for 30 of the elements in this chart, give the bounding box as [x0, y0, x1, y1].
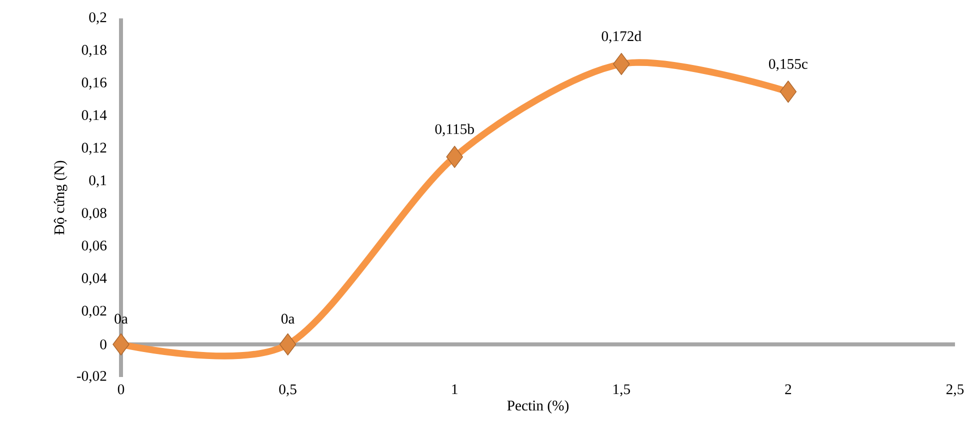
data-label: 0,115b: [435, 124, 474, 136]
y-tick-label: 0,1: [89, 175, 106, 188]
y-tick-label: 0: [100, 339, 106, 350]
x-tick-label: 2,5: [946, 384, 964, 396]
point: [780, 80, 797, 103]
y-tick-label: 0,2: [89, 12, 106, 24]
point: [613, 52, 630, 76]
x-axis-title: Pectin (%): [507, 400, 569, 414]
y-tick-label: 0,08: [82, 208, 106, 220]
data-label: 0a: [281, 314, 295, 324]
x-tick-label: 0: [118, 384, 124, 394]
y-tick-label: 0,16: [82, 78, 107, 90]
x-tick-label: 1,5: [614, 384, 630, 396]
x-tick-label: 0,5: [279, 384, 296, 396]
data-label: 0,172d: [602, 30, 642, 44]
point: [279, 333, 296, 356]
y-tick-label: 0,18: [82, 44, 106, 57]
y-tick-label: 0,02: [82, 306, 106, 318]
point: [446, 146, 463, 168]
y-tick-label: 0,04: [82, 273, 107, 286]
point: [112, 333, 130, 356]
x-tick-label: 1: [452, 384, 458, 394]
y-tick-label: 0,14: [82, 110, 107, 122]
data-label: 0,155c: [769, 58, 808, 71]
x-tick-label: 2: [785, 384, 792, 394]
y-tick-label: 0,12: [82, 142, 106, 155]
y-tick-label: -0,02: [76, 370, 106, 383]
y-tick-label: 0,06: [82, 240, 107, 253]
data-label: 0a: [114, 314, 128, 324]
y-axis-title: Độ cứng (N): [54, 160, 68, 235]
